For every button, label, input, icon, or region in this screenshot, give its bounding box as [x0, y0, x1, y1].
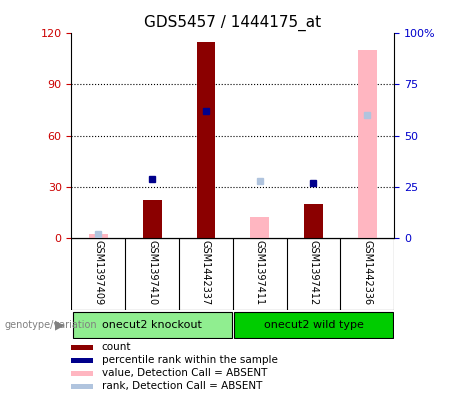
Text: percentile rank within the sample: percentile rank within the sample [101, 355, 278, 365]
Text: genotype/variation: genotype/variation [5, 320, 97, 330]
Bar [71, 384, 93, 389]
Text: onecut2 wild type: onecut2 wild type [264, 320, 363, 330]
Bar [143, 200, 161, 238]
Bar [71, 345, 93, 350]
Title: GDS5457 / 1444175_at: GDS5457 / 1444175_at [144, 15, 321, 31]
Text: GSM1442336: GSM1442336 [362, 240, 372, 305]
Text: count: count [101, 342, 131, 352]
Text: value, Detection Call = ABSENT: value, Detection Call = ABSENT [101, 368, 267, 378]
Bar [72, 312, 232, 338]
Bar [304, 204, 323, 238]
Bar [196, 42, 215, 238]
Text: GSM1397410: GSM1397410 [147, 240, 157, 305]
Bar [234, 312, 393, 338]
Bar [89, 233, 108, 238]
Text: GSM1442337: GSM1442337 [201, 240, 211, 305]
Text: GSM1397411: GSM1397411 [254, 240, 265, 305]
Text: rank, Detection Call = ABSENT: rank, Detection Call = ABSENT [101, 382, 262, 391]
Text: GSM1397412: GSM1397412 [308, 240, 319, 305]
Bar [250, 217, 269, 238]
Bar [358, 50, 377, 238]
Text: GSM1397409: GSM1397409 [93, 240, 103, 305]
Bar [71, 358, 93, 363]
Text: onecut2 knockout: onecut2 knockout [102, 320, 202, 330]
Text: ▶: ▶ [55, 318, 65, 331]
Bar [71, 371, 93, 376]
